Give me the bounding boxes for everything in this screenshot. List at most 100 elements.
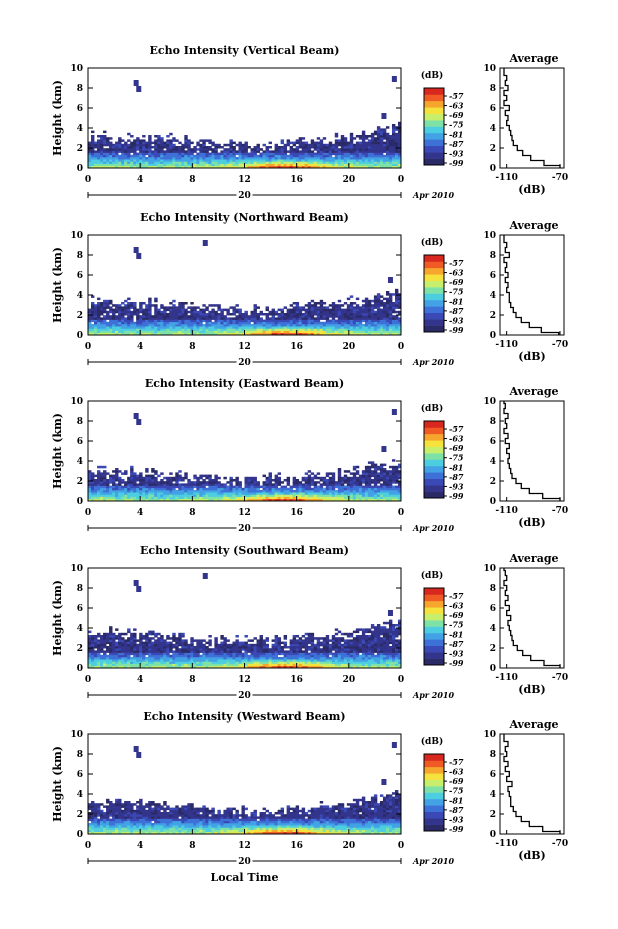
heatmap-cell [196, 483, 200, 486]
heatmap-cell [307, 157, 312, 160]
heatmap-cell [169, 308, 173, 312]
heatmap-cell [385, 163, 390, 167]
heatmap-cell [280, 148, 285, 151]
heatmap-cell [106, 328, 110, 331]
heatmap-cell [259, 496, 263, 500]
heatmap-cell [205, 152, 209, 156]
heatmap-cell [118, 496, 122, 500]
heatmap-cell [316, 498, 321, 502]
heatmap-cell [274, 490, 279, 493]
heatmap-cell [133, 310, 137, 314]
heatmap-cell [289, 165, 294, 169]
heatmap-cell [133, 302, 137, 305]
heatmap-cell [88, 659, 92, 662]
heatmap-cell [157, 315, 161, 318]
heatmap-cell [358, 148, 363, 151]
heatmap-cell [274, 328, 279, 331]
heatmap-cell [127, 496, 131, 500]
heatmap-cell [229, 498, 233, 502]
heatmap-cell [202, 157, 206, 160]
heatmap-cell [289, 492, 294, 495]
heatmap-cell [379, 154, 384, 158]
colorbar-swatch [424, 453, 444, 460]
heatmap-cell [169, 157, 173, 160]
heatmap-cell [103, 152, 107, 156]
heatmap-cell [301, 321, 306, 325]
heatmap-cell [145, 635, 149, 638]
heatmap-cell [109, 332, 113, 336]
heatmap-cell [244, 324, 248, 327]
heatmap-cell [388, 159, 393, 162]
heatmap-cell [391, 476, 396, 480]
heatmap-cell [166, 154, 170, 158]
heatmap-cell [352, 468, 357, 471]
heatmap-cell [244, 319, 248, 323]
heatmap-cell [103, 130, 107, 134]
heatmap-cell [160, 498, 164, 502]
heatmap-cell [157, 646, 161, 649]
heatmap-cell [355, 146, 360, 149]
heatmap-cell [109, 148, 113, 151]
heatmap-cell [277, 483, 282, 486]
heatmap-cell [247, 319, 251, 323]
heatmap-cell [220, 648, 224, 651]
heatmap-cell [205, 161, 209, 164]
heatmap-cell [106, 163, 110, 167]
heatmap-cell [301, 154, 306, 158]
heatmap-cell [280, 492, 285, 495]
heatmap-cell [343, 474, 348, 478]
heatmap-cell [265, 146, 269, 149]
heatmap-cell [106, 485, 110, 489]
heatmap-cell [157, 483, 161, 486]
heatmap-cell [202, 148, 206, 151]
heatmap-cell [280, 498, 285, 502]
heatmap-cell [373, 157, 378, 160]
heatmap-cell [328, 157, 333, 160]
heatmap-cell [196, 643, 200, 647]
heatmap-cell [271, 324, 275, 327]
heatmap-cell [202, 326, 206, 329]
heatmap-cell [268, 324, 272, 327]
heatmap-cell [130, 635, 134, 638]
heatmap-cell [370, 332, 375, 336]
heatmap-cell [397, 132, 402, 136]
heatmap-cell [295, 141, 300, 145]
heatmap-cell [178, 487, 182, 491]
heatmap-cell [193, 476, 197, 480]
heatmap-cell [262, 485, 266, 489]
heatmap-cell [298, 481, 303, 484]
heatmap-cell [130, 313, 134, 316]
heatmap-cell [187, 319, 191, 323]
heatmap-cell [376, 490, 381, 493]
heatmap-cell [244, 496, 248, 500]
heatmap-cell [178, 306, 182, 309]
heatmap-cell [298, 154, 303, 158]
heatmap-cell [157, 652, 161, 656]
panel-title: Echo Intensity (Northward Beam) [140, 211, 349, 224]
heatmap-cell [160, 319, 164, 323]
heatmap-cell [367, 135, 372, 138]
heatmap-cell [328, 498, 333, 502]
heatmap-cell [217, 665, 221, 669]
heatmap-cell [166, 321, 170, 325]
heatmap-cell [157, 659, 161, 662]
heatmap-cell [247, 332, 251, 336]
heatmap-cell [139, 306, 143, 309]
heatmap-cell [268, 321, 272, 325]
heatmap-cell [181, 476, 185, 480]
heatmap-cell [310, 139, 315, 142]
colorbar-swatch [424, 267, 444, 275]
heatmap-cell [163, 643, 167, 647]
heatmap-cell [244, 148, 248, 151]
heatmap-cell [211, 650, 215, 653]
heatmap-cell [196, 321, 200, 325]
heatmap-cell [235, 657, 239, 660]
heatmap-cell [241, 157, 245, 160]
heatmap-cell [145, 470, 149, 473]
heatmap-cell [319, 496, 324, 500]
heatmap-cell [370, 472, 375, 475]
heatmap-cell [385, 326, 390, 329]
heatmap-cell [262, 661, 266, 664]
heatmap-cell [121, 485, 125, 489]
